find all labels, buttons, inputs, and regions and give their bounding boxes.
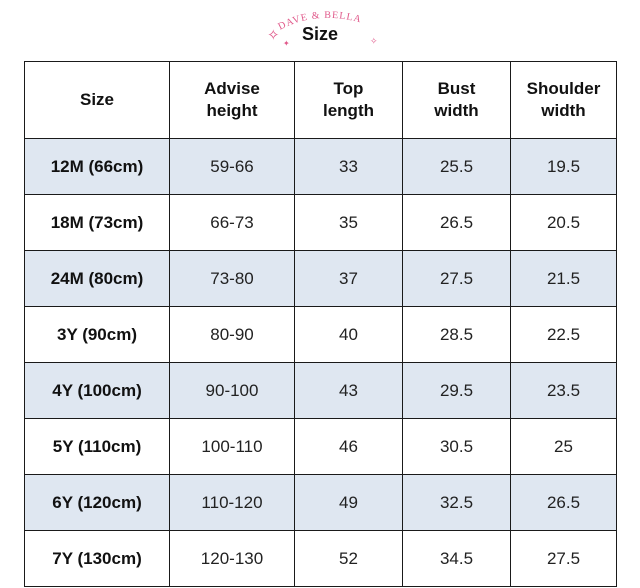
bust-width-cell: 28.5 xyxy=(402,306,511,363)
top-length-cell: 40 xyxy=(294,306,403,363)
table-row: 5Y (110cm) 100-110 46 30.5 25 xyxy=(24,418,617,475)
bust-width-cell: 26.5 xyxy=(402,194,511,251)
bust-width-cell: 29.5 xyxy=(402,362,511,419)
advise-height-cell: 90-100 xyxy=(169,362,295,419)
header-size: Size xyxy=(24,61,170,139)
header-top-length: Top length xyxy=(294,61,403,139)
top-length-cell: 52 xyxy=(294,530,403,587)
advise-height-cell: 100-110 xyxy=(169,418,295,475)
shoulder-width-cell: 20.5 xyxy=(510,194,617,251)
sparkle-icon: ✦ xyxy=(283,39,290,48)
table-row: 18M (73cm) 66-73 35 26.5 20.5 xyxy=(24,194,617,251)
shoulder-width-cell: 23.5 xyxy=(510,362,617,419)
table-row: 24M (80cm) 73-80 37 27.5 21.5 xyxy=(24,250,617,307)
size-chart-table: Size Advise height Top length Bust width… xyxy=(24,61,617,587)
table-row: 3Y (90cm) 80-90 40 28.5 22.5 xyxy=(24,306,617,363)
size-cell: 7Y (130cm) xyxy=(24,530,170,587)
top-length-cell: 46 xyxy=(294,418,403,475)
table-row: 12M (66cm) 59-66 33 25.5 19.5 xyxy=(24,138,617,195)
top-length-cell: 37 xyxy=(294,250,403,307)
advise-height-cell: 66-73 xyxy=(169,194,295,251)
size-cell: 6Y (120cm) xyxy=(24,474,170,531)
shoulder-width-cell: 26.5 xyxy=(510,474,617,531)
size-cell: 3Y (90cm) xyxy=(24,306,170,363)
shoulder-width-cell: 27.5 xyxy=(510,530,617,587)
advise-height-cell: 120-130 xyxy=(169,530,295,587)
advise-height-cell: 59-66 xyxy=(169,138,295,195)
top-length-cell: 49 xyxy=(294,474,403,531)
table-row: 7Y (130cm) 120-130 52 34.5 27.5 xyxy=(24,530,617,587)
table-row: 4Y (100cm) 90-100 43 29.5 23.5 xyxy=(24,362,617,419)
shoulder-width-cell: 19.5 xyxy=(510,138,617,195)
table-header-row: Size Advise height Top length Bust width… xyxy=(24,61,617,139)
size-cell: 12M (66cm) xyxy=(24,138,170,195)
shoulder-width-cell: 22.5 xyxy=(510,306,617,363)
header-bust-width: Bust width xyxy=(402,61,511,139)
size-cell: 24M (80cm) xyxy=(24,250,170,307)
bust-width-cell: 32.5 xyxy=(402,474,511,531)
shoulder-width-cell: 25 xyxy=(510,418,617,475)
sparkle-icon: ✧ xyxy=(267,26,280,44)
bust-width-cell: 34.5 xyxy=(402,530,511,587)
size-cell: 18M (73cm) xyxy=(24,194,170,251)
bust-width-cell: 25.5 xyxy=(402,138,511,195)
advise-height-cell: 73-80 xyxy=(169,250,295,307)
sparkle-icon: ✧ xyxy=(370,37,378,47)
bust-width-cell: 30.5 xyxy=(402,418,511,475)
top-length-cell: 43 xyxy=(294,362,403,419)
shoulder-width-cell: 21.5 xyxy=(510,250,617,307)
header-advise-height: Advise height xyxy=(169,61,295,139)
header-shoulder-width: Shoulder width xyxy=(510,61,617,139)
advise-height-cell: 110-120 xyxy=(169,474,295,531)
size-cell: 4Y (100cm) xyxy=(24,362,170,419)
size-cell: 5Y (110cm) xyxy=(24,418,170,475)
top-length-cell: 33 xyxy=(294,138,403,195)
table-row: 6Y (120cm) 110-120 49 32.5 26.5 xyxy=(24,474,617,531)
page-title: Size xyxy=(301,24,339,44)
brand-logo: DAVE & BELLA xyxy=(276,10,362,33)
brand-header: DAVE & BELLA ✧ ✦ ✧ Size xyxy=(0,6,640,54)
bust-width-cell: 27.5 xyxy=(402,250,511,307)
advise-height-cell: 80-90 xyxy=(169,306,295,363)
top-length-cell: 35 xyxy=(294,194,403,251)
